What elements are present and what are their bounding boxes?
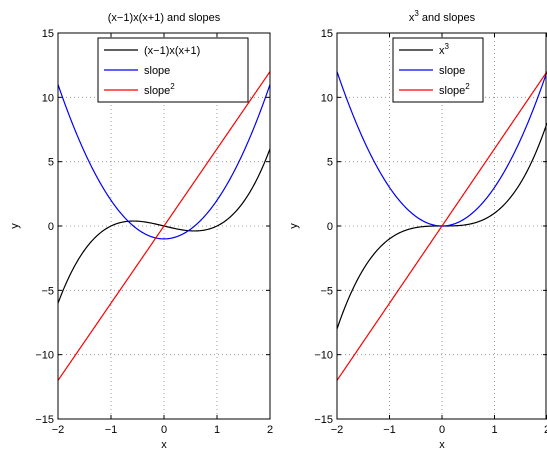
legend-entry-label: slope2	[439, 82, 470, 97]
y-tick-label: 5	[327, 157, 333, 169]
chart-right-title: x3 and slopes	[409, 9, 476, 24]
legend-entry-sup: 2	[170, 82, 175, 91]
chart-left-y-axis-label: y	[9, 223, 21, 229]
x-tick-label: 2	[544, 424, 547, 436]
y-tick-label: −5	[320, 285, 333, 297]
chart-right-title-base: x	[409, 12, 415, 24]
x-tick-label: −1	[105, 424, 118, 436]
legend-entry-label: x3	[439, 42, 450, 57]
legend-entry-label: slope	[144, 65, 170, 77]
y-tick-label: 0	[48, 221, 54, 233]
y-tick-label: 10	[321, 92, 333, 104]
y-tick-label: −5	[41, 285, 54, 297]
x-tick-label: 2	[267, 424, 273, 436]
x-tick-label: 0	[161, 424, 167, 436]
y-tick-label: −10	[314, 350, 333, 362]
y-tick-label: 5	[48, 157, 54, 169]
series-line-slope2	[57, 71, 271, 381]
x-tick-label: 1	[491, 424, 497, 436]
legend-entry-sup: 2	[465, 82, 470, 91]
legend-entry-base: slope	[144, 85, 170, 97]
chart-right-x-axis-label: x	[439, 439, 445, 451]
chart-left-series	[57, 71, 271, 381]
chart-left-x-axis-label: x	[161, 439, 167, 451]
legend-entry-base: slope	[439, 65, 465, 77]
chart-right-title-rest: and slopes	[419, 12, 476, 24]
y-tick-label: −15	[314, 414, 333, 426]
x-tick-label: −2	[52, 424, 65, 436]
legend-entry-base: (x−1)x(x+1)	[144, 45, 200, 57]
legend-entry-base: slope	[144, 65, 170, 77]
legend-entry-base: x	[439, 45, 445, 57]
legend-entry-label: (x−1)x(x+1)	[144, 45, 200, 57]
series-line-slope2	[336, 71, 547, 381]
y-tick-label: −15	[35, 414, 54, 426]
chart-right-y-axis-label: y	[288, 223, 300, 229]
x-tick-label: 1	[214, 424, 220, 436]
legend-entry-sup: 3	[445, 42, 450, 51]
y-tick-label: 0	[327, 221, 333, 233]
x-tick-label: 0	[439, 424, 445, 436]
chart-left: (x−1)x(x+1) and slopes −2 −1 0 1 2−15−10−505…	[9, 12, 273, 451]
x-tick-label: −2	[331, 424, 344, 436]
y-tick-label: 15	[42, 28, 54, 40]
chart-left-title: (x−1)x(x+1) and slopes	[108, 12, 221, 24]
y-tick-label: −10	[35, 350, 54, 362]
y-tick-label: 10	[42, 92, 54, 104]
series-line-slope	[57, 84, 271, 240]
legend-entry-label: slope2	[144, 82, 175, 97]
legend-entry-label: slope	[439, 65, 465, 77]
x-tick-label: −1	[383, 424, 396, 436]
legend-entry-base: slope	[439, 85, 465, 97]
y-tick-label: 15	[321, 28, 333, 40]
chart-right-series	[336, 71, 547, 381]
chart-right-title-sup: 3	[414, 9, 419, 18]
